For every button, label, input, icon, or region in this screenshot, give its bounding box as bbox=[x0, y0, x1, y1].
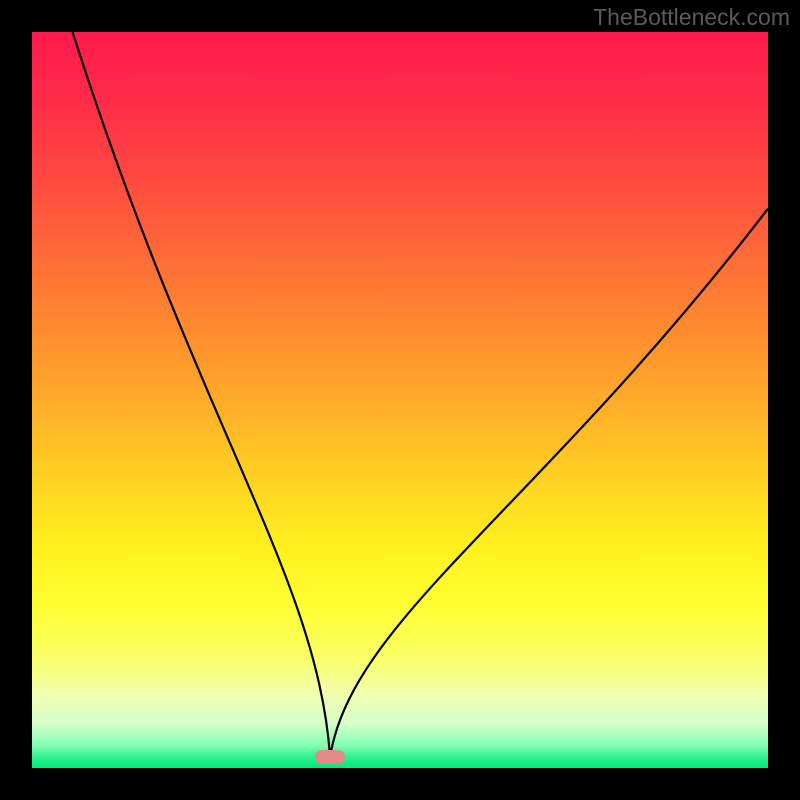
bottleneck-curve bbox=[32, 32, 768, 768]
chart-container: TheBottleneck.com bbox=[0, 0, 800, 800]
plot-area bbox=[32, 32, 768, 768]
optimum-marker bbox=[315, 750, 345, 764]
watermark-text: TheBottleneck.com bbox=[593, 4, 790, 31]
